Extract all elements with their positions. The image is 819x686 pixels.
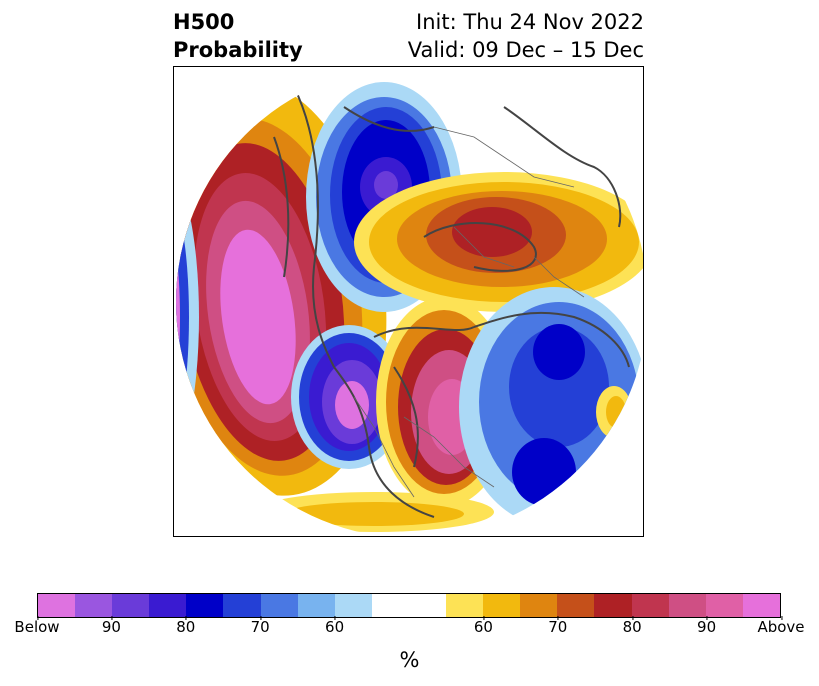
colorbar-segment xyxy=(334,594,372,617)
map-panel xyxy=(173,66,644,537)
tick-label: 70 xyxy=(548,616,568,636)
colorbar-segment xyxy=(520,594,558,617)
tick-label: 80 xyxy=(622,616,642,636)
anomaly-above-south-band xyxy=(254,492,494,532)
colorbar-segment xyxy=(408,594,447,617)
colorbar-segment xyxy=(446,594,484,617)
tick-label: 90 xyxy=(697,616,717,636)
colorbar-unit-label: % xyxy=(399,648,420,672)
colorbar-segment xyxy=(705,594,743,617)
tick-label: 70 xyxy=(250,616,270,636)
anomaly-above-atlantic xyxy=(354,172,643,312)
borders xyxy=(353,126,585,498)
colorbar-segment xyxy=(668,594,706,617)
tick-label: 60 xyxy=(473,616,493,636)
valid-dates: Valid: 09 Dec – 15 Dec xyxy=(407,38,644,62)
title-line-2: Probability xyxy=(173,38,303,62)
colorbar-segment xyxy=(186,594,224,617)
colorbar-ticks: Below 90 80 70 60 60 70 80 90 Above xyxy=(14,616,805,638)
tick-label: 80 xyxy=(176,616,196,636)
tick-label: 60 xyxy=(325,616,345,636)
init-date: Init: Thu 24 Nov 2022 xyxy=(416,10,644,34)
coastlines xyxy=(273,86,630,518)
colorbar xyxy=(37,593,781,618)
tick-label: 90 xyxy=(101,616,121,636)
colorbar-segment xyxy=(38,594,76,617)
anomaly-above-west-pacific xyxy=(596,386,632,438)
colorbar-segment xyxy=(483,594,521,617)
colorbar-segment xyxy=(557,594,595,617)
colorbar-segment xyxy=(149,594,187,617)
colorbar-segment xyxy=(371,594,409,617)
anomaly-below-west-na xyxy=(291,325,407,469)
title-variable: H500 Probability xyxy=(173,8,303,64)
colorbar-segment xyxy=(112,594,150,617)
title-dates: Init: Thu 24 Nov 2022 Valid: 09 Dec – 15… xyxy=(408,8,644,64)
colorbar-segment xyxy=(75,594,113,617)
colorbar-segment xyxy=(631,594,669,617)
colorbar-segment xyxy=(742,594,780,617)
probability-map xyxy=(176,67,643,536)
tick-label: Below xyxy=(14,616,60,636)
colorbar-segment xyxy=(594,594,632,617)
title-line-1: H500 xyxy=(173,10,235,34)
colorbar-segment xyxy=(297,594,335,617)
tick-label: Above xyxy=(757,616,805,636)
colorbar-segment xyxy=(223,594,261,617)
colorbar-segment xyxy=(260,594,298,617)
